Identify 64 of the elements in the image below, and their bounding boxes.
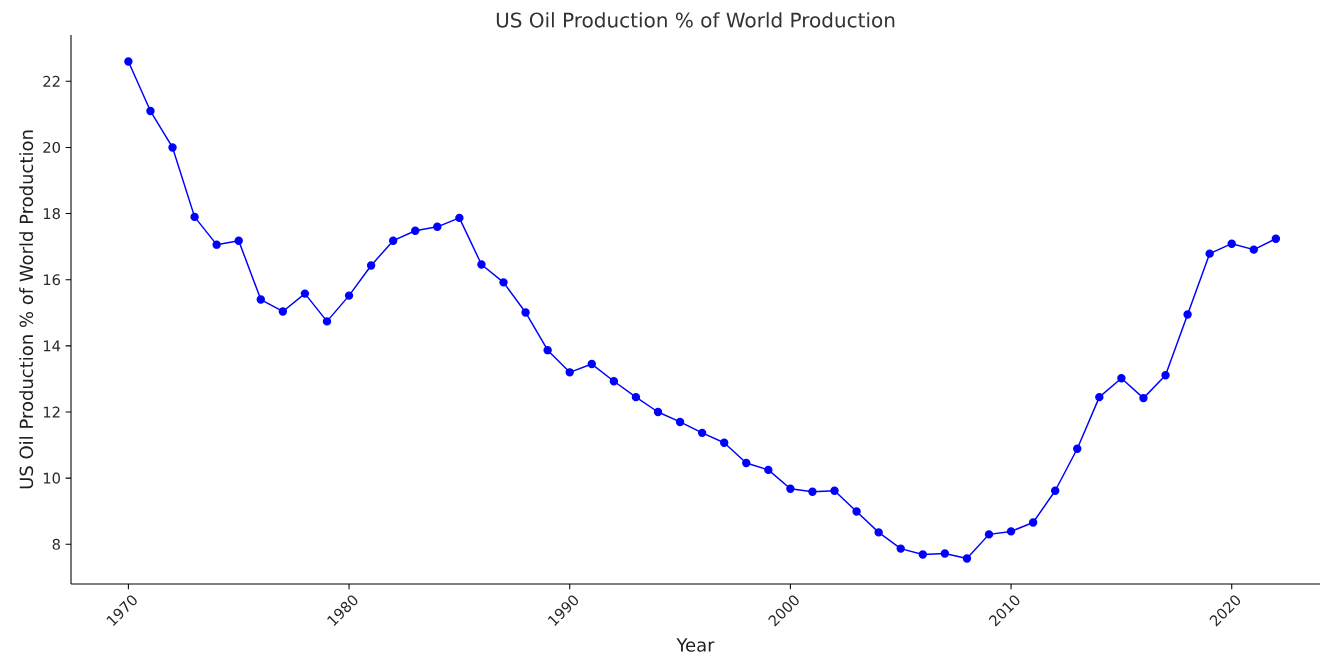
x-axis-title: Year [676, 638, 715, 652]
point [984, 530, 994, 539]
point [896, 544, 905, 553]
y-tick-label: 22 [43, 75, 60, 87]
point [234, 236, 243, 245]
point [764, 465, 773, 475]
point [830, 486, 839, 495]
point [609, 377, 619, 386]
point [411, 226, 420, 235]
point [433, 222, 442, 232]
point [1006, 527, 1016, 536]
point [388, 236, 398, 245]
point [521, 308, 530, 317]
point [587, 359, 596, 369]
point [1161, 371, 1170, 380]
point [1028, 518, 1038, 527]
point [212, 240, 221, 249]
y-tick-label: 8 [52, 538, 60, 550]
point [1227, 239, 1236, 248]
point [366, 261, 376, 270]
point [146, 106, 155, 116]
point [543, 345, 552, 355]
point [300, 289, 310, 298]
y-tick-label: 18 [43, 208, 60, 220]
point [322, 317, 332, 326]
point [1095, 392, 1104, 402]
point [1205, 249, 1214, 258]
point [190, 212, 199, 222]
point [697, 428, 707, 438]
point [940, 549, 950, 558]
point [874, 528, 883, 537]
chart-title: US Oil Production % of World Production [496, 12, 895, 28]
point [742, 458, 751, 468]
point [565, 368, 574, 377]
point [962, 554, 972, 563]
point [852, 507, 861, 516]
point [675, 417, 685, 427]
point [455, 213, 464, 223]
y-tick-label: 14 [43, 340, 61, 352]
point [124, 57, 133, 66]
point [631, 392, 641, 402]
point [1183, 310, 1192, 319]
point [653, 407, 663, 417]
point [808, 487, 817, 496]
point [168, 143, 177, 152]
point [278, 307, 288, 316]
y-tick-label: 16 [43, 274, 61, 286]
point [1050, 486, 1060, 495]
point [1117, 374, 1126, 383]
point [719, 438, 729, 447]
y-axis-title: US Oil Production % of World Production [19, 130, 34, 489]
y-tick-label: 20 [43, 141, 60, 153]
point [256, 295, 265, 304]
y-tick-label: 12 [43, 406, 60, 418]
point [344, 291, 354, 300]
point [1249, 245, 1258, 254]
point [1139, 393, 1148, 403]
point [1073, 444, 1082, 453]
y-tick-label: 10 [43, 472, 60, 484]
point [477, 260, 486, 269]
point [786, 484, 795, 493]
point [1271, 234, 1281, 243]
point [918, 550, 927, 559]
point [499, 278, 508, 287]
